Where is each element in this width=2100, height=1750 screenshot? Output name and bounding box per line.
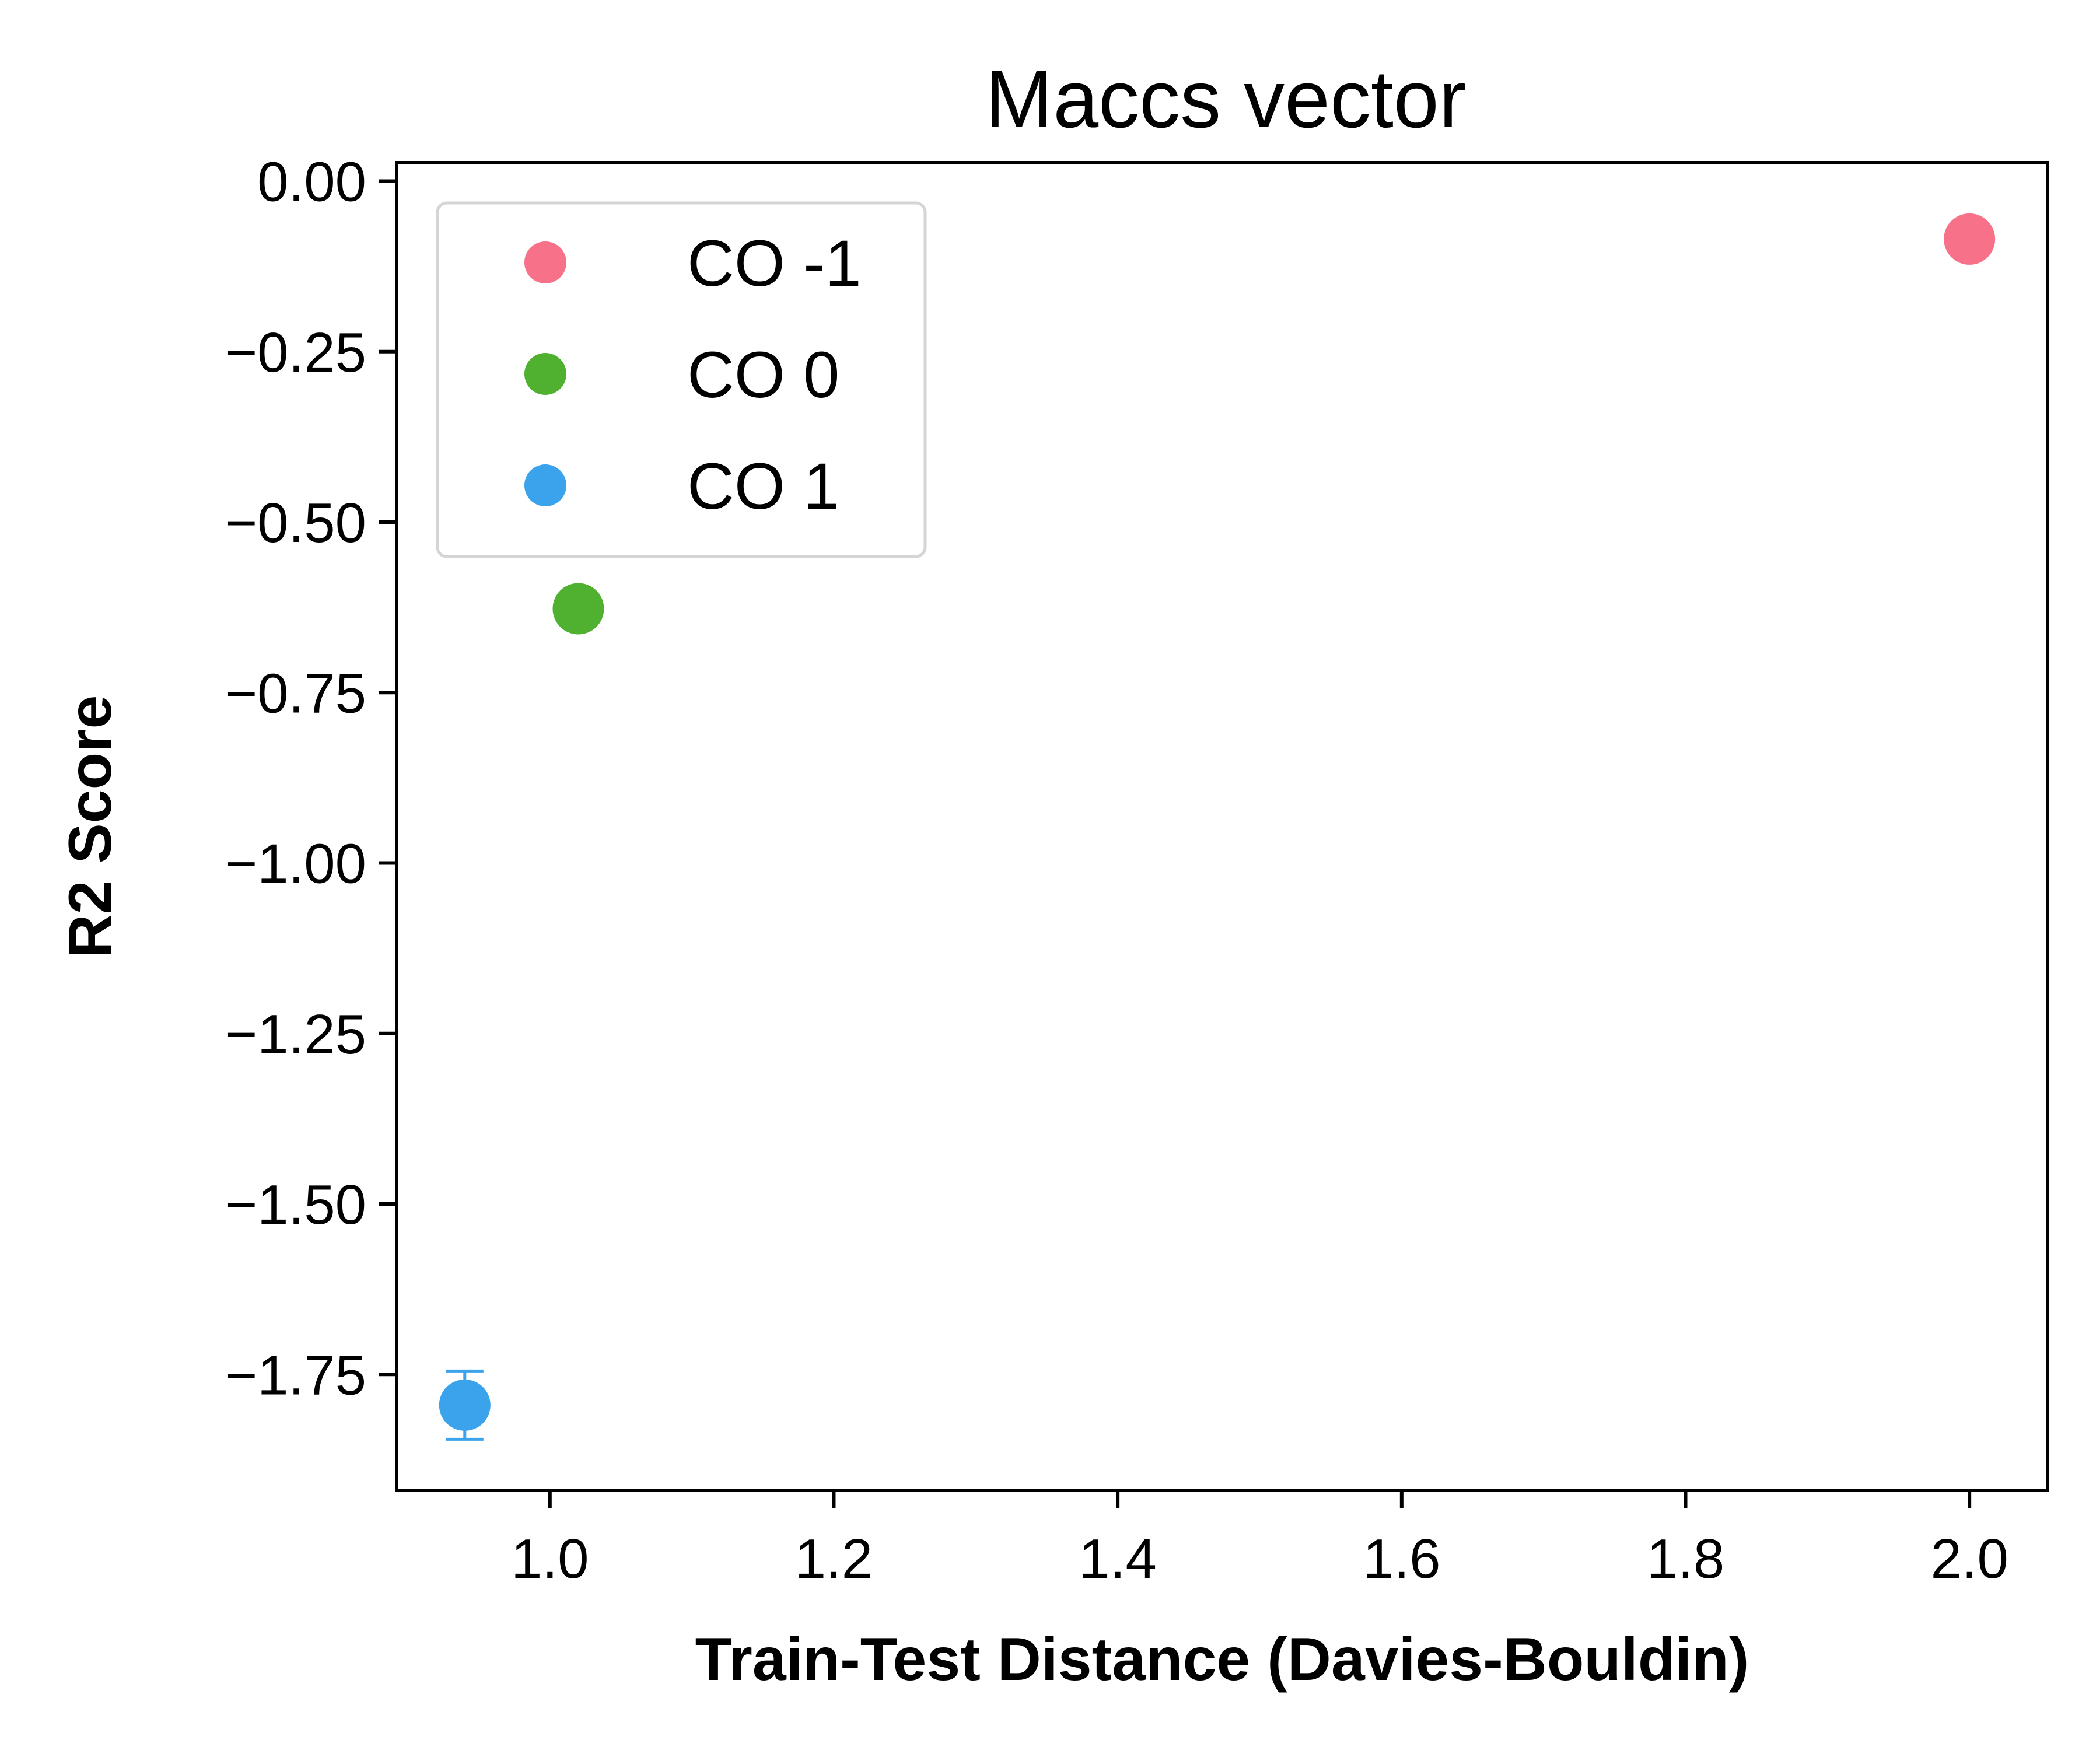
data-point-co-1: [439, 1379, 491, 1431]
data-points: [439, 213, 1996, 1441]
y-axis-ticks: 0.00 −0.25 −0.50 −0.75 −1.00 −1.25 −1.50 −1.75: [225, 151, 397, 1406]
y-axis-title: R2 Score: [57, 695, 124, 958]
y-tick-label: −1.00: [225, 833, 366, 895]
data-point-co-1: [1944, 213, 1996, 265]
y-tick-label: −0.50: [225, 492, 366, 554]
y-tick-label: −0.75: [225, 662, 366, 724]
y-tick-label: −1.25: [225, 1003, 366, 1066]
legend-items: CO -1 CO 0 CO 1: [524, 227, 862, 523]
y-tick-label: −1.75: [225, 1344, 366, 1406]
x-tick-label: 1.2: [795, 1528, 873, 1590]
data-point-co-0: [552, 583, 604, 635]
legend-marker: [524, 242, 566, 284]
legend-marker: [524, 464, 566, 506]
y-tick-label: −1.50: [225, 1174, 366, 1236]
chart-title: Maccs vector: [985, 53, 1466, 145]
x-tick-label: 2.0: [1930, 1528, 2008, 1590]
x-axis-title: Train-Test Distance (Davies-Bouldin): [695, 1626, 1749, 1693]
legend-marker: [524, 353, 566, 395]
x-tick-label: 1.6: [1363, 1528, 1440, 1590]
legend: CO -1 CO 0 CO 1: [436, 201, 927, 558]
legend-label: CO 1: [687, 450, 839, 523]
y-tick-label: −0.25: [225, 321, 366, 384]
legend-label: CO 0: [687, 338, 839, 411]
plot-area-frame: [395, 161, 2049, 1492]
y-tick-label: 0.00: [257, 151, 366, 214]
x-axis-ticks: 1.0 1.2 1.4 1.6 1.8 2.0: [511, 1490, 2008, 1590]
legend-box: [436, 201, 927, 558]
x-tick-label: 1.8: [1647, 1528, 1724, 1590]
legend-label: CO -1: [687, 227, 862, 300]
x-tick-label: 1.4: [1079, 1528, 1156, 1590]
x-tick-label: 1.0: [511, 1528, 589, 1590]
